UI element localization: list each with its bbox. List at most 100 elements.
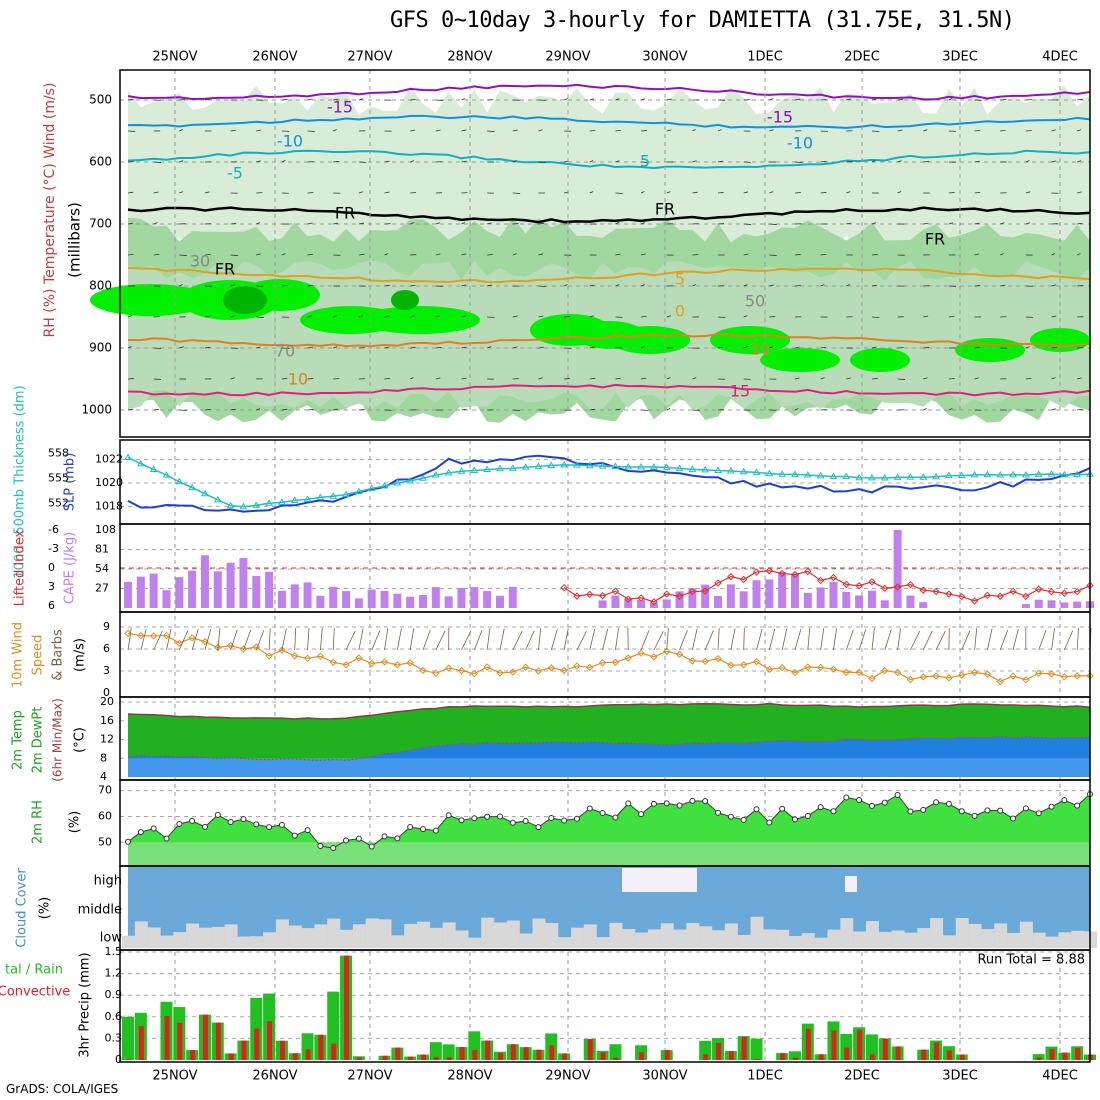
- cloud-low-bar: [647, 929, 661, 948]
- li-marker: [829, 573, 838, 582]
- upper-wind-barb: [127, 161, 134, 163]
- precip-conv-bar: [382, 1055, 388, 1060]
- upper-wind-barb: [256, 129, 262, 132]
- rh-marker: [907, 808, 914, 815]
- li-marker: [868, 578, 876, 586]
- upper-wind-barb: [1025, 160, 1030, 163]
- precip-conv-bar: [215, 1022, 221, 1060]
- cloud-low-bar: [622, 929, 636, 948]
- thickness-marker: [470, 466, 479, 473]
- surface-wind-barb: [563, 628, 569, 651]
- rh-marker: [676, 802, 683, 809]
- wind-speed-marker: [804, 663, 812, 671]
- cloud-low-bar: [288, 925, 302, 948]
- wind-speed-marker: [739, 661, 748, 669]
- upper-wind-barb: [974, 346, 980, 349]
- wind-speed-marker: [470, 669, 479, 678]
- cloud-low-bar: [455, 930, 469, 948]
- upper-wind-barb: [204, 315, 211, 318]
- wind-speed-marker: [996, 677, 1004, 686]
- upper-wind-barb: [641, 130, 647, 132]
- temp-label-3: (6hr Min/Max): [51, 698, 65, 782]
- upper-wind-barb: [615, 160, 620, 163]
- wind-speed-marker: [714, 654, 722, 663]
- precip-total-bar: [865, 1034, 878, 1060]
- upper-wind-barb: [589, 408, 596, 411]
- upper-wind-barb: [769, 223, 777, 225]
- rh-marker: [304, 827, 311, 834]
- cloud-low-bar: [840, 918, 854, 948]
- surface-wind-barb: [1038, 629, 1047, 651]
- temp-label-2: 2m DewPt: [31, 707, 46, 774]
- upper-wind-barb: [538, 253, 544, 256]
- surface-wind-barb: [858, 629, 867, 651]
- cape-bar: [265, 571, 274, 608]
- upper-wind-barb: [974, 285, 981, 287]
- thickness-marker: [1060, 470, 1069, 478]
- wind-speed-marker: [752, 657, 761, 666]
- contour-label: -15: [767, 108, 793, 127]
- upper-wind-barb: [871, 316, 880, 318]
- upper-wind-barb: [871, 222, 876, 225]
- upper-wind-barb: [153, 253, 160, 256]
- upper-wind-barb: [410, 98, 416, 101]
- precip-conv-bar: [485, 1040, 491, 1060]
- cloud-low-bar: [750, 916, 764, 948]
- date-label-bottom: 27NOV: [347, 1069, 392, 1084]
- upper-wind-barb: [589, 284, 595, 287]
- thickness-marker: [842, 472, 851, 480]
- upper-wind-barb: [743, 346, 748, 349]
- cape-bar: [354, 598, 363, 608]
- upper-wind-barb: [333, 408, 339, 411]
- upper-wind-barb: [487, 254, 493, 256]
- cloud-low-bar: [981, 929, 995, 948]
- thickness-marker: [149, 465, 158, 472]
- upper-wind-barb: [615, 253, 621, 256]
- upper-wind-barb: [794, 346, 800, 349]
- cape-bar: [316, 595, 325, 608]
- wind-tick-label: 0: [103, 686, 110, 699]
- upper-wind-barb: [358, 98, 364, 101]
- cloud-high-gap: [622, 868, 697, 892]
- cloud-low-bar: [853, 931, 867, 948]
- precip-conv-bar: [433, 1056, 439, 1060]
- wind-speed-marker: [201, 637, 209, 646]
- rh-marker: [1061, 797, 1068, 804]
- temp-contour-15: [127, 383, 1091, 397]
- precip-total-bar: [609, 1044, 622, 1060]
- cloud-low-bar: [930, 917, 944, 948]
- upper-wind-barb: [666, 191, 671, 194]
- precip-conv-bar: [959, 1054, 965, 1060]
- wind-speed-marker: [663, 647, 671, 656]
- precip-conv-bar: [126, 1058, 131, 1060]
- cloud-row-label: low: [100, 931, 123, 946]
- wind-speed-marker: [278, 646, 286, 654]
- cape-bar: [444, 596, 453, 608]
- surface-wind-barb: [935, 630, 946, 651]
- cape-tick-label: 108: [95, 523, 116, 536]
- upper-wind-barb: [307, 253, 314, 256]
- upper-left-label: RH (%) Temperature (°C) Wind (m/s): [42, 83, 58, 338]
- pressure-tick-label: 1000: [81, 403, 112, 417]
- rh-marker: [920, 806, 927, 813]
- thickness-marker: [380, 482, 389, 489]
- date-label-bottom: 28NOV: [447, 1069, 492, 1084]
- upper-wind-barb: [640, 98, 646, 101]
- thickness-marker: [226, 501, 235, 509]
- surface-wind-barb: [1012, 628, 1019, 651]
- precip-tick-label: 0.6: [105, 1010, 123, 1023]
- cloud-low-bar: [1032, 932, 1046, 948]
- upper-wind-barb: [615, 98, 620, 101]
- upper-wind-barb: [948, 192, 955, 194]
- wind-speed-marker: [149, 632, 158, 640]
- temp-contour-m15: [127, 83, 1091, 101]
- rh-marker: [407, 824, 414, 831]
- precip-conv-bar: [1049, 1049, 1055, 1060]
- pressure-tick-label: 900: [89, 341, 112, 355]
- rh-marker: [1010, 815, 1017, 822]
- contour-label: FR: [215, 260, 235, 279]
- surface-wind-barb: [743, 628, 745, 651]
- wind-speed-marker: [303, 654, 312, 663]
- rh-marker: [214, 811, 221, 818]
